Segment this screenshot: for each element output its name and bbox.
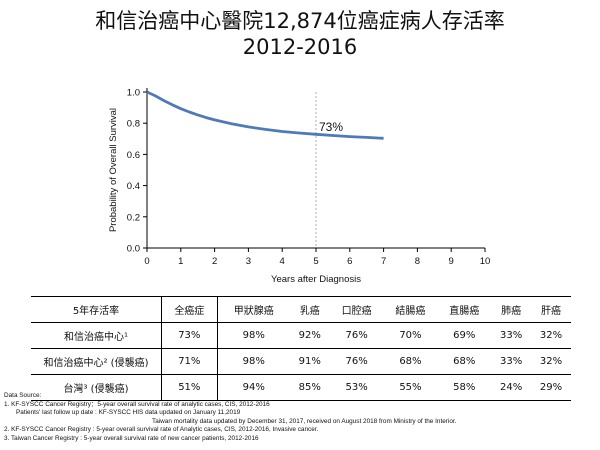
x-tick-label: 7 <box>381 256 386 267</box>
table-cell: 91% <box>289 348 330 375</box>
table-cell: 68% <box>437 348 492 375</box>
survival-rate-table: 5年存活率 全癌症 甲狀腺癌 乳癌 口腔癌 結腸癌 直腸癌 肺癌 肝癌 和信治癌… <box>31 296 571 401</box>
table-header-cell: 全癌症 <box>161 296 218 323</box>
table-header-cell: 甲狀腺癌 <box>217 296 290 323</box>
table-cell: 51% <box>161 374 218 401</box>
y-tick-label: 1.0 <box>127 88 140 99</box>
source-note: Taiwan mortality data updated by Decembe… <box>152 417 457 425</box>
table-cell: 85% <box>289 374 330 401</box>
y-axis-label: Probability of Overall Survival <box>108 108 119 232</box>
x-tick-label: 1 <box>178 256 183 267</box>
table-row: 和信治癌中心² (侵襲癌) 71% 98% 91% 76% 68% 68% 33… <box>31 348 571 375</box>
table-cell: 32% <box>531 322 571 349</box>
table-cell: 68% <box>383 348 438 375</box>
table-cell: 94% <box>217 374 290 401</box>
table-cell: 98% <box>217 322 290 349</box>
x-tick-label: 10 <box>480 256 491 267</box>
table-cell: 69% <box>437 322 492 349</box>
series-group <box>146 90 384 140</box>
x-axis-label: Years after Diagnosis <box>271 274 361 285</box>
table-header-cell: 肺癌 <box>491 296 532 323</box>
table-cell: 76% <box>329 322 384 349</box>
table-cell: 55% <box>383 374 438 401</box>
x-tick-label: 3 <box>246 256 251 267</box>
chart-subtitle: 2012-2016 <box>242 35 358 59</box>
table-cell: 70% <box>383 322 438 349</box>
row-label: 和信治癌中心² (侵襲癌) <box>31 348 162 375</box>
chart-axes: 0 1 2 3 4 5 6 7 8 9 10 0.0 0.2 0.4 0.6 0.8 1.0 <box>127 88 491 268</box>
x-tick-label: 8 <box>415 256 420 267</box>
table-header-cell: 乳癌 <box>289 296 330 323</box>
y-tick-label: 0.2 <box>127 212 140 223</box>
row-label: 和信治癌中心¹ <box>31 322 162 349</box>
table-header-cell: 直腸癌 <box>437 296 492 323</box>
table-cell: 33% <box>491 348 532 375</box>
data-sources: Data Source: 1. KF-SYSCC Cancer Registry… <box>4 392 596 444</box>
row-label: 台灣³ (侵襲癌) <box>31 374 162 401</box>
x-tick-label: 9 <box>449 256 454 267</box>
source-note: 3. Taiwan Cancer Registry : 5-year overa… <box>4 434 259 442</box>
table-header-cell: 肝癌 <box>531 296 571 323</box>
sources-heading: Data Source: <box>4 392 42 399</box>
source-note: 2. KF-SYSCC Cancer Registry : 5-year ove… <box>4 426 319 434</box>
table-cell: 53% <box>329 374 384 401</box>
table-cell: 32% <box>531 348 571 375</box>
table-header-cell: 結腸癌 <box>383 296 438 323</box>
x-tick-label: 4 <box>280 256 285 267</box>
x-tick-label: 2 <box>212 256 217 267</box>
table-cell: 33% <box>491 322 532 349</box>
y-tick-label: 0.4 <box>127 181 140 192</box>
chart-title: 和信治癌中心醫院12,874位癌症病人存活率 <box>95 9 505 33</box>
table-header-row: 5年存活率 全癌症 甲狀腺癌 乳癌 口腔癌 結腸癌 直腸癌 肺癌 肝癌 <box>31 296 571 323</box>
table-row: 和信治癌中心¹ 73% 98% 92% 76% 70% 69% 33% 32% <box>31 322 571 349</box>
source-note: Patients' last follow up date : KF-SYSCC… <box>16 409 241 417</box>
table-cell: 29% <box>531 374 571 401</box>
table-header-cell: 口腔癌 <box>329 296 384 323</box>
x-tick-label: 0 <box>144 256 149 267</box>
table-cell: 98% <box>217 348 290 375</box>
table-header-cell: 5年存活率 <box>31 296 162 323</box>
y-tick-label: 0.6 <box>127 150 140 161</box>
survival-curve <box>146 90 384 140</box>
table-cell: 76% <box>329 348 384 375</box>
survival-annotation: 73% <box>319 120 343 134</box>
axis-labels: 73% Years after Diagnosis Probability of O… <box>108 108 361 285</box>
table-cell: 92% <box>289 322 330 349</box>
table-cell: 24% <box>491 374 532 401</box>
y-tick-label: 0.8 <box>127 119 140 130</box>
source-note: 1. KF-SYSCC Cancer Registry：5-year overa… <box>4 400 270 408</box>
table-cell: 71% <box>161 348 218 375</box>
table-cell: 58% <box>437 374 492 401</box>
table-row: 台灣³ (侵襲癌) 51% 94% 85% 53% 55% 58% 24% 29… <box>31 374 571 401</box>
table-cell: 73% <box>161 322 218 349</box>
survival-chart: 0 1 2 3 4 5 6 7 8 9 10 0.0 0.2 0.4 0.6 0.8 1.0 73% Years … <box>108 88 491 286</box>
y-tick-label: 0.0 <box>127 244 140 255</box>
x-tick-label: 6 <box>347 256 352 267</box>
x-tick-label: 5 <box>313 256 318 267</box>
